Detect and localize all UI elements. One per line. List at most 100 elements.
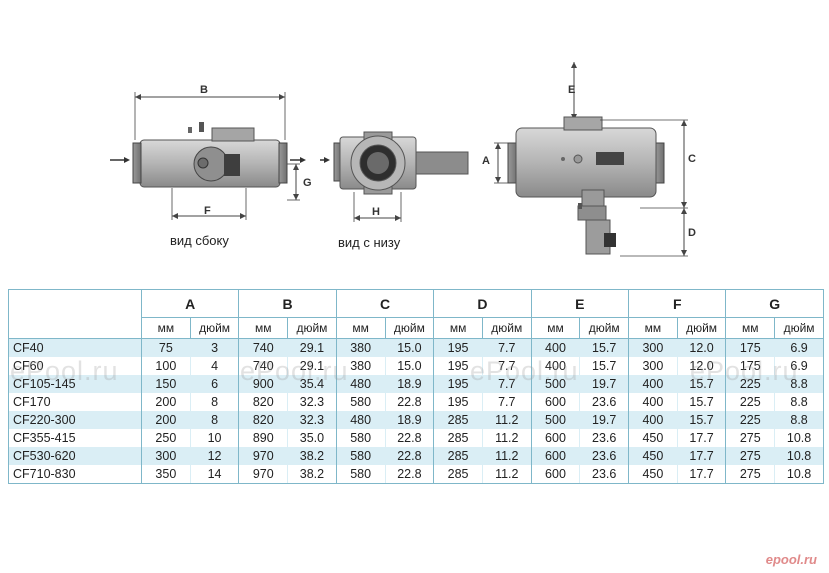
unit-header-mm: мм	[238, 317, 289, 339]
unit-header-inch: дюйм	[189, 317, 240, 339]
dimension-label-f: F	[204, 205, 211, 217]
value-cell: 22.8	[384, 447, 435, 465]
unit-header-mm: мм	[725, 317, 776, 339]
value-cell: 275	[725, 447, 776, 465]
value-cell: 740	[238, 338, 289, 357]
table-row: CF530-620 300 12 970 38.2 580 22.8 285 11.2 600 23…	[8, 447, 824, 465]
table-body: CF40 75 3 740 29.1 380 15.0 195 7.7 400 15.7 300 12.…	[8, 338, 824, 484]
value-cell: 29.1	[287, 338, 337, 357]
value-cell: 175	[725, 338, 776, 357]
value-cell: 23.6	[579, 429, 630, 447]
value-cell: 740	[238, 357, 289, 375]
value-cell: 11.2	[481, 411, 532, 429]
value-cell: 15.7	[676, 393, 727, 411]
value-cell: 12.0	[676, 338, 727, 357]
side-view-drawing: B F G	[110, 84, 312, 220]
dimension-label-b: B	[200, 84, 208, 96]
value-cell: 10	[189, 429, 240, 447]
value-cell: 12	[189, 447, 240, 465]
value-cell: 12.0	[676, 357, 727, 375]
value-cell: 480	[335, 411, 386, 429]
value-cell: 38.2	[287, 465, 337, 484]
bottom-view-drawing: H	[320, 131, 469, 222]
value-cell: 285	[433, 447, 483, 465]
value-cell: 890	[238, 429, 289, 447]
column-group-header: F	[628, 289, 727, 318]
value-cell: 17.7	[676, 465, 727, 484]
unit-header-mm: мм	[141, 317, 191, 339]
model-cell: CF60	[8, 357, 142, 375]
value-cell: 23.6	[579, 465, 630, 484]
value-cell: 250	[141, 429, 191, 447]
value-cell: 225	[725, 393, 776, 411]
table-row: CF60 100 4 740 29.1 380 15.0 195 7.7 400 15.7 300 12…	[8, 357, 824, 375]
value-cell: 6.9	[774, 338, 824, 357]
value-cell: 450	[628, 447, 678, 465]
dimension-label-g: G	[303, 177, 312, 189]
value-cell: 18.9	[384, 375, 435, 393]
model-header-cell	[8, 289, 142, 339]
value-cell: 15.7	[579, 338, 630, 357]
value-cell: 600	[530, 429, 581, 447]
value-cell: 285	[433, 429, 483, 447]
value-cell: 600	[530, 465, 581, 484]
value-cell: 285	[433, 465, 483, 484]
value-cell: 580	[335, 393, 386, 411]
brand-logo: epool.ru	[765, 552, 817, 567]
value-cell: 15.7	[676, 411, 727, 429]
value-cell: 600	[530, 447, 581, 465]
value-cell: 400	[628, 375, 678, 393]
model-cell: CF220-300	[8, 411, 142, 429]
value-cell: 195	[433, 375, 483, 393]
value-cell: 11.2	[481, 429, 532, 447]
value-cell: 3	[189, 338, 240, 357]
column-group-header: E	[530, 289, 630, 318]
value-cell: 500	[530, 375, 581, 393]
value-cell: 7.7	[481, 375, 532, 393]
value-cell: 820	[238, 411, 289, 429]
model-cell: CF355-415	[8, 429, 142, 447]
model-cell: CF105-145	[8, 375, 142, 393]
value-cell: 225	[725, 375, 776, 393]
column-group-header: B	[238, 289, 337, 318]
value-cell: 18.9	[384, 411, 435, 429]
value-cell: 8.8	[774, 375, 824, 393]
value-cell: 450	[628, 465, 678, 484]
value-cell: 350	[141, 465, 191, 484]
value-cell: 500	[530, 411, 581, 429]
model-cell: CF170	[8, 393, 142, 411]
value-cell: 7.7	[481, 338, 532, 357]
unit-header-mm: мм	[628, 317, 678, 339]
value-cell: 15.0	[384, 357, 435, 375]
value-cell: 6.9	[774, 357, 824, 375]
value-cell: 300	[628, 338, 678, 357]
value-cell: 38.2	[287, 447, 337, 465]
value-cell: 7.7	[481, 357, 532, 375]
table-row: CF40 75 3 740 29.1 380 15.0 195 7.7 400 15.7 300 12.…	[8, 338, 824, 357]
unit-header-mm: мм	[530, 317, 581, 339]
value-cell: 17.7	[676, 447, 727, 465]
bottom-view-caption: вид с низу	[338, 235, 401, 250]
table-row: CF170 200 8 820 32.3 580 22.8 195 7.7 600 23.6 400 1…	[8, 393, 824, 411]
model-cell: CF530-620	[8, 447, 142, 465]
value-cell: 15.0	[384, 338, 435, 357]
value-cell: 75	[141, 338, 191, 357]
value-cell: 17.7	[676, 429, 727, 447]
value-cell: 10.8	[774, 465, 824, 484]
value-cell: 32.3	[287, 411, 337, 429]
value-cell: 970	[238, 465, 289, 484]
value-cell: 35.0	[287, 429, 337, 447]
value-cell: 100	[141, 357, 191, 375]
value-cell: 14	[189, 465, 240, 484]
value-cell: 380	[335, 338, 386, 357]
value-cell: 400	[530, 338, 581, 357]
value-cell: 10.8	[774, 447, 824, 465]
value-cell: 8.8	[774, 393, 824, 411]
value-cell: 22.8	[384, 429, 435, 447]
value-cell: 600	[530, 393, 581, 411]
value-cell: 300	[141, 447, 191, 465]
value-cell: 970	[238, 447, 289, 465]
table-row: CF105-145 150 6 900 35.4 480 18.9 195 7.7 500 19.7…	[8, 375, 824, 393]
